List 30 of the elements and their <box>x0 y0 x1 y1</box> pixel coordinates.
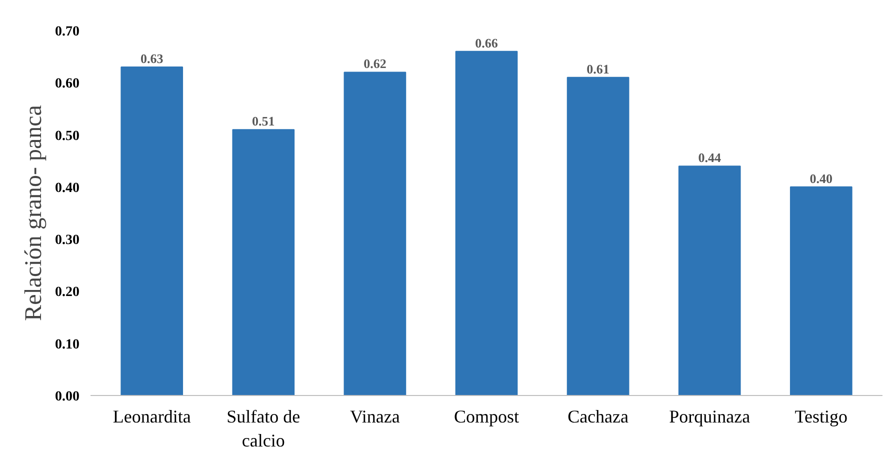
x-tick-label: Compost <box>454 406 520 426</box>
y-tick-label: 0.70 <box>55 24 80 40</box>
data-label: 0.63 <box>140 51 164 66</box>
x-tick-label: Testigo <box>794 406 848 426</box>
bar <box>120 66 184 396</box>
y-tick-label: 0.20 <box>55 285 80 300</box>
bar <box>232 129 295 396</box>
y-tick-label: 0.10 <box>55 337 80 352</box>
x-tick-label: Sulfato de calcio <box>226 406 300 450</box>
data-label: 0.61 <box>586 61 610 76</box>
data-label: 0.62 <box>364 56 386 72</box>
y-tick-label: 0.30 <box>55 233 80 248</box>
x-tick-label: Leonardita <box>112 406 191 426</box>
bar <box>790 186 852 396</box>
y-tick-label: 0.40 <box>55 180 80 196</box>
data-label: 0.51 <box>252 114 275 129</box>
y-axis-title: Relación grano- panca <box>21 104 47 321</box>
data-label: 0.66 <box>475 35 498 50</box>
x-tick-label: Vinaza <box>350 406 400 426</box>
bar <box>566 76 630 396</box>
y-tick-label: 0.60 <box>55 76 80 92</box>
x-tick-label: Cachaza <box>568 406 629 426</box>
y-tick-label: 0.50 <box>55 128 80 144</box>
data-label: 0.40 <box>810 170 833 186</box>
bar <box>678 166 741 396</box>
bar <box>455 50 518 396</box>
data-label: 0.44 <box>698 150 722 166</box>
bar <box>344 72 406 396</box>
x-tick-label: Porquinaza <box>669 406 750 426</box>
y-tick-label: 0.00 <box>55 390 80 404</box>
